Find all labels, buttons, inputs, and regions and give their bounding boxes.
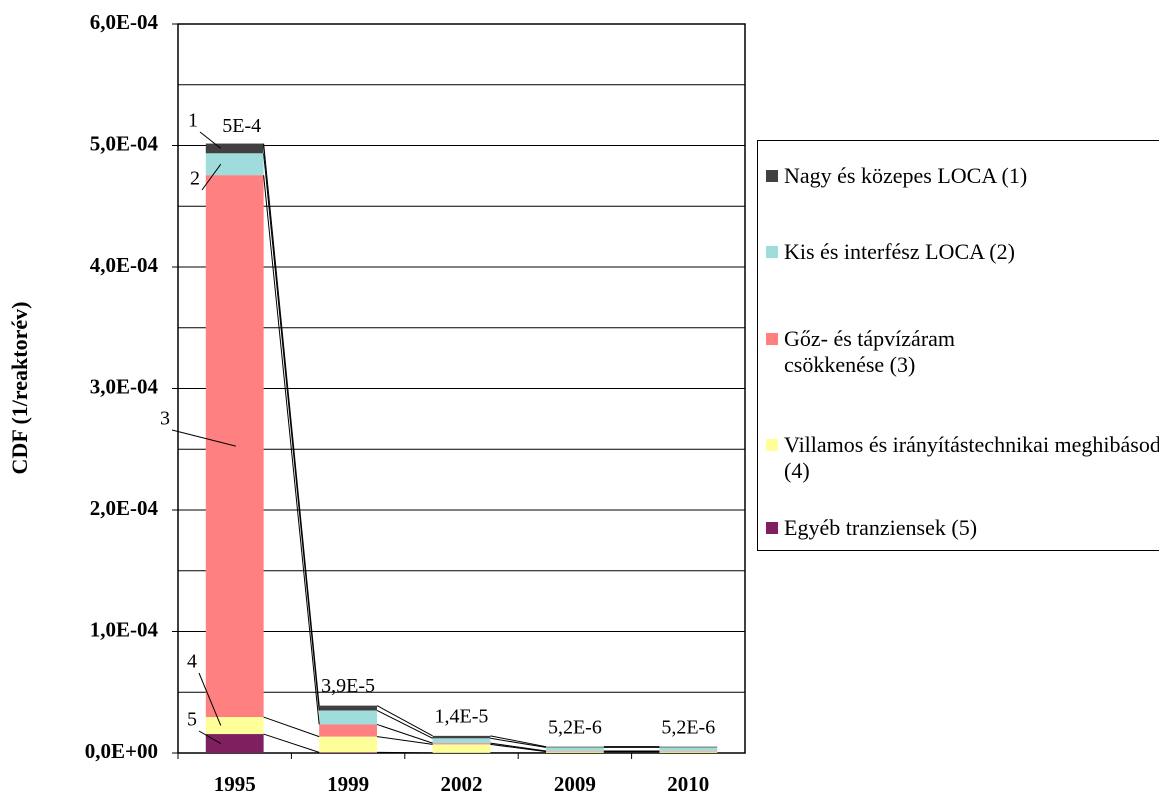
bar-segment [432, 743, 491, 745]
y-tick-label: 4,0E-04 [90, 253, 159, 277]
y-tick-label: 2,0E-04 [90, 496, 159, 520]
series-line [376, 710, 433, 739]
bar-segment [432, 735, 491, 739]
legend-label: Egyéb tranziensek (5) [784, 515, 978, 540]
legend-swatch [766, 522, 778, 534]
series-line [376, 723, 433, 744]
series-line [376, 736, 433, 745]
series-line [263, 716, 320, 738]
series-line [263, 733, 320, 753]
bar-segment [659, 747, 718, 752]
legend-swatch [766, 246, 778, 258]
bar-segment [319, 710, 378, 725]
series-line [490, 742, 547, 752]
legend-label: Nagy és közepes LOCA (1) [784, 163, 1028, 188]
segment-label: 2 [190, 168, 200, 190]
bar-segment [545, 747, 604, 752]
total-label: 1,4E-5 [435, 706, 489, 728]
callout-line [171, 429, 236, 447]
x-tick-label: 1999 [327, 772, 369, 796]
legend: Nagy és közepes LOCA (1) Kis és interfész… [757, 140, 1159, 551]
bar-segment [319, 736, 378, 753]
series-line [263, 175, 320, 725]
legend-label: Kis és interfész LOCA (2) [784, 239, 1015, 264]
y-tick-label: 6,0E-04 [90, 10, 159, 34]
legend-label: Gőz- és tápvízáram csökkenése (3) [784, 326, 956, 377]
series-line [376, 705, 433, 737]
segment-label: 4 [187, 651, 197, 673]
bar-segment [659, 751, 718, 753]
callout-line [199, 131, 222, 149]
series-line [263, 153, 320, 711]
legend-label: Villamos és irányítástechnikai meghibáso… [784, 432, 1159, 483]
segment-label: 3 [160, 408, 170, 430]
bar-segment [659, 746, 718, 748]
bar-segment [545, 751, 604, 752]
x-tick-label: 2010 [667, 772, 709, 796]
x-tick-label: 2009 [554, 772, 596, 796]
callout-line [198, 672, 222, 726]
bar-segment [205, 143, 264, 154]
y-tick-label: 1,0E-04 [90, 617, 159, 641]
bar-segment [432, 744, 491, 753]
x-tick-label: 1995 [214, 772, 256, 796]
y-tick-label: 5,0E-04 [90, 131, 159, 155]
bar-segment [659, 751, 718, 752]
bar-segment [205, 153, 264, 176]
x-tick-label: 2002 [441, 772, 483, 796]
bar-segment [545, 746, 604, 748]
series-line [490, 735, 547, 748]
legend-swatch [766, 170, 778, 182]
legend-swatch [766, 439, 778, 451]
bar-segment [545, 751, 604, 753]
bar-segment [205, 717, 264, 735]
total-label: 5,2E-6 [548, 716, 602, 738]
bar-segment [432, 738, 491, 744]
bar-segment [319, 724, 378, 737]
callout-line [198, 730, 222, 744]
y-tick-label: 3,0E-04 [90, 374, 159, 398]
legend-swatch [766, 333, 778, 345]
y-axis-title: CDF (1/reaktorév) [7, 302, 32, 475]
bar-segment [319, 752, 378, 753]
callout-line [201, 163, 222, 191]
total-label: 3,9E-5 [321, 675, 375, 697]
bar-segment [205, 734, 264, 753]
bar-segment [319, 705, 378, 711]
series-line [490, 743, 547, 753]
series-line [490, 737, 547, 748]
segment-label: 1 [188, 110, 198, 132]
series-line [263, 143, 320, 706]
y-tick-label: 0,0E+00 [85, 739, 158, 763]
segment-label: 5 [187, 709, 197, 731]
total-label: 5,2E-6 [661, 716, 715, 738]
total-label: 5E-4 [222, 115, 261, 137]
